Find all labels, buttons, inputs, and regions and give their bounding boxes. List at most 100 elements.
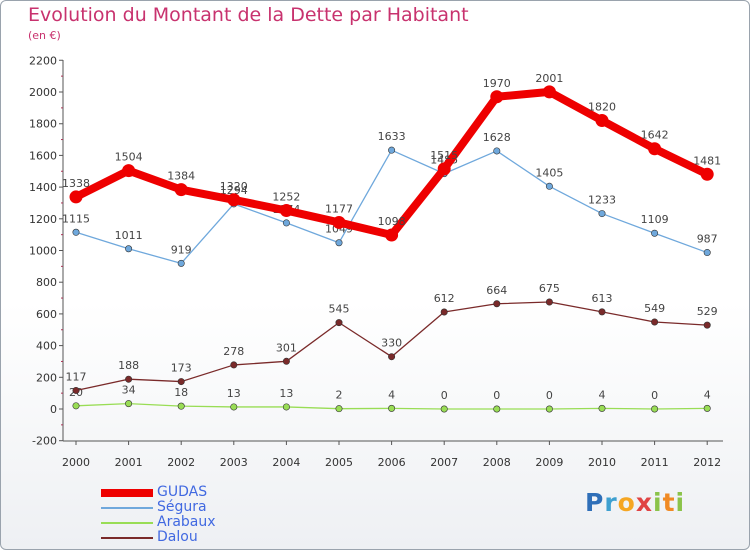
data-label: 1177 <box>325 202 353 215</box>
x-tick-label: 2004 <box>272 456 300 469</box>
legend-swatch <box>101 507 153 509</box>
legend-label: Arabaux <box>157 514 216 530</box>
data-point <box>335 239 343 247</box>
data-point <box>651 318 659 326</box>
data-point <box>282 357 290 365</box>
data-label: 18 <box>174 386 188 399</box>
data-point <box>230 403 238 411</box>
data-point <box>490 90 504 104</box>
data-point <box>651 405 659 413</box>
x-tick-label: 2011 <box>641 456 669 469</box>
data-point <box>125 375 133 383</box>
data-label: 117 <box>66 370 87 383</box>
data-point <box>440 405 448 413</box>
data-point <box>335 405 343 413</box>
data-label: 1115 <box>62 212 90 225</box>
data-point <box>174 183 188 197</box>
x-tick-label: 2000 <box>62 456 90 469</box>
data-label: 529 <box>697 305 718 318</box>
data-point <box>177 402 185 410</box>
y-tick-label: 2200 <box>29 54 57 67</box>
y-tick-label: 1000 <box>29 245 57 258</box>
chart-title: Evolution du Montant de la Dette par Hab… <box>28 4 469 26</box>
data-point <box>542 85 556 99</box>
data-label: 13 <box>279 387 293 400</box>
data-point <box>122 164 136 178</box>
data-label: 301 <box>276 341 297 354</box>
x-tick-label: 2006 <box>378 456 406 469</box>
data-point <box>651 229 659 237</box>
x-tick-label: 2008 <box>483 456 511 469</box>
data-label: 1481 <box>693 154 721 167</box>
data-label: 13 <box>227 387 241 400</box>
data-label: 1233 <box>588 194 616 207</box>
data-label: 4 <box>599 388 606 401</box>
data-point <box>648 142 662 156</box>
x-tick-label: 2005 <box>325 456 353 469</box>
proxiti-logo: Proxiti <box>585 488 686 517</box>
y-tick-label: -200 <box>32 435 57 448</box>
data-point <box>493 300 501 308</box>
data-point <box>703 404 711 412</box>
x-tick-label: 2010 <box>588 456 616 469</box>
data-label: 1970 <box>483 77 511 90</box>
data-point <box>700 167 714 181</box>
data-point <box>598 308 606 316</box>
data-point <box>598 404 606 412</box>
data-point <box>282 403 290 411</box>
data-label: 1011 <box>115 229 143 242</box>
data-label: 1633 <box>378 130 406 143</box>
data-label: 173 <box>171 362 192 375</box>
data-point <box>69 190 83 204</box>
data-point <box>279 204 293 218</box>
data-label: 675 <box>539 282 560 295</box>
data-label: 1338 <box>62 177 90 190</box>
data-label: 1405 <box>535 166 563 179</box>
data-label: 0 <box>546 389 553 402</box>
x-tick-label: 2009 <box>535 456 563 469</box>
chart-unit: (en €) <box>28 29 61 42</box>
data-point <box>177 378 185 386</box>
data-point <box>177 259 185 267</box>
data-label: 1252 <box>272 191 300 204</box>
data-point <box>230 361 238 369</box>
data-point <box>703 249 711 257</box>
x-tick-label: 2012 <box>693 456 721 469</box>
data-label: 1504 <box>115 151 143 164</box>
data-label: 1384 <box>167 170 195 183</box>
data-label: 4 <box>388 388 395 401</box>
data-point <box>72 386 80 394</box>
legend-swatch <box>101 537 153 539</box>
data-point <box>545 405 553 413</box>
x-tick-label: 2002 <box>167 456 195 469</box>
y-tick-label: 800 <box>36 276 57 289</box>
legend-label: Ségura <box>157 499 207 515</box>
x-tick-label: 2001 <box>115 456 143 469</box>
data-point <box>125 400 133 408</box>
data-label: 612 <box>434 292 455 305</box>
y-tick-label: 0 <box>50 403 57 416</box>
data-label: 1642 <box>641 129 669 142</box>
data-point <box>227 193 241 207</box>
data-label: 2001 <box>535 72 563 85</box>
data-label: 545 <box>329 303 350 316</box>
data-point <box>545 298 553 306</box>
y-tick-label: 2000 <box>29 86 57 99</box>
data-label: 4 <box>704 388 711 401</box>
data-point <box>440 308 448 316</box>
y-tick-label: 1600 <box>29 149 57 162</box>
data-point <box>385 228 399 242</box>
x-tick-label: 2007 <box>430 456 458 469</box>
data-label: 664 <box>486 284 507 297</box>
data-point <box>335 319 343 327</box>
data-point <box>493 405 501 413</box>
data-label: 278 <box>223 345 244 358</box>
legend-label: Dalou <box>157 529 198 545</box>
data-point <box>125 245 133 253</box>
data-point <box>72 228 80 236</box>
data-point <box>388 146 396 154</box>
y-tick-label: 200 <box>36 371 57 384</box>
data-point <box>72 402 80 410</box>
y-tick-label: 600 <box>36 308 57 321</box>
